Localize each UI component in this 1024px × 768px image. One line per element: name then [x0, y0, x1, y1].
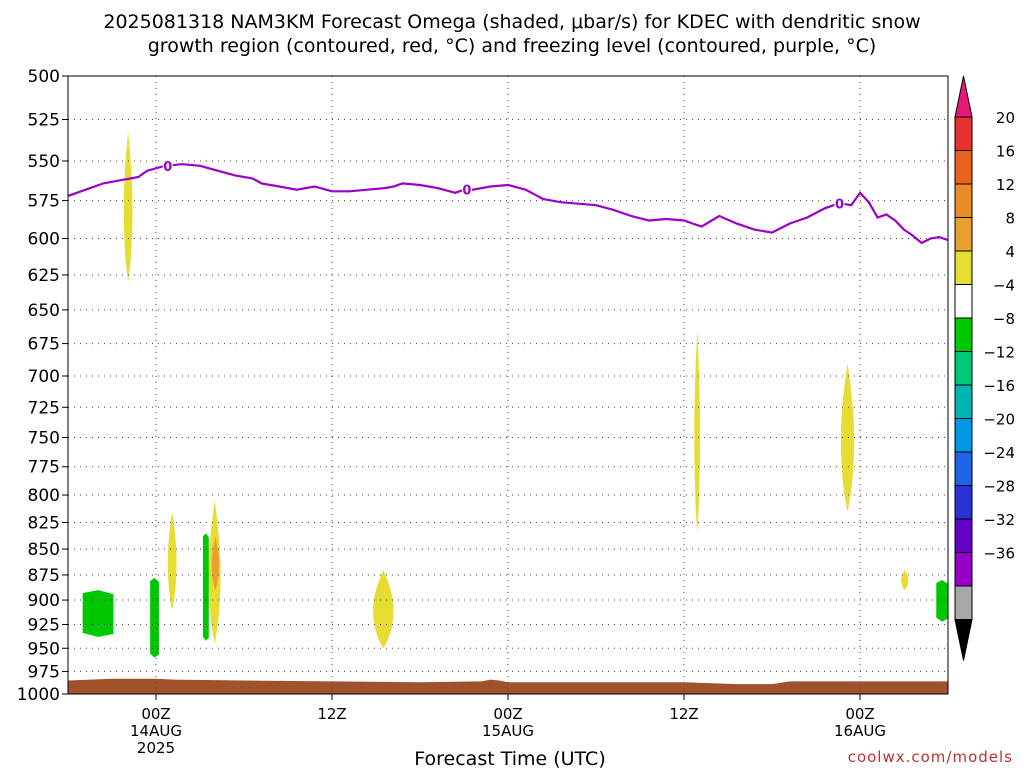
chart-title-line1: 2025081318 NAM3KM Forecast Omega (shaded… — [103, 11, 920, 33]
y-axis: 500 525 550 575 600 625 650 675 700 725 750 775 800 8… — [17, 67, 68, 705]
terrain-band — [68, 678, 948, 694]
plot-area: 0 0 0 — [67, 75, 949, 695]
omega-region-4 — [373, 569, 394, 649]
omega-region-9 — [150, 577, 159, 658]
omega-region-1 — [167, 511, 177, 610]
y-tick-label: 500 — [28, 67, 60, 87]
y-tick-label: 825 — [28, 513, 60, 533]
y-tick-label: 550 — [28, 152, 60, 172]
y-tick-label: 950 — [28, 639, 60, 659]
omega-region-11 — [936, 580, 948, 622]
colorbar-box — [954, 150, 973, 185]
colorbar-box — [954, 552, 973, 587]
y-tick-label: 525 — [28, 111, 60, 131]
omega-region-10 — [202, 533, 209, 641]
contour-label: 0 — [163, 160, 172, 175]
contour-label: 0 — [462, 184, 471, 199]
y-tick-label: 875 — [28, 566, 60, 586]
y-tick-label: 925 — [28, 615, 60, 635]
x-tick-label: 12Z — [317, 705, 346, 723]
contour-label-bg — [461, 181, 472, 196]
plot-frame — [67, 75, 949, 695]
colorbar-label: −32 — [983, 511, 1015, 529]
colorbar-label: −36 — [983, 545, 1015, 563]
x-tick-label: 16AUG — [834, 722, 886, 740]
x-tick-label: 14AUG — [130, 722, 182, 740]
colorbar-label: −8 — [993, 310, 1015, 328]
y-tick-label: 850 — [28, 540, 60, 560]
colorbar-label: 12 — [996, 176, 1015, 194]
omega-region-7 — [901, 569, 909, 591]
colorbar-box — [954, 217, 973, 252]
colorbar-label: −24 — [983, 444, 1015, 462]
x-tick-label: 2025 — [137, 739, 175, 757]
x-tick-label: 12Z — [669, 705, 698, 723]
colorbar-box — [954, 585, 973, 620]
y-tick-label: 1000 — [17, 685, 60, 705]
x-tick-label: 00Z — [845, 705, 874, 723]
colorbar: 20 16 12 8 4 −4 −8 −12 −16 −20 −24 −28 −32 −36 — [954, 75, 1015, 661]
y-tick-label: 775 — [28, 458, 60, 478]
x-tick-label: 00Z — [493, 705, 522, 723]
y-tick-label: 600 — [28, 230, 60, 250]
colorbar-box — [954, 384, 973, 419]
colorbar-box — [954, 116, 973, 151]
x-tick-label: 00Z — [141, 705, 170, 723]
contour-label-bg — [834, 195, 845, 210]
colorbar-box — [954, 518, 973, 553]
colorbar-box — [954, 284, 973, 319]
colorbar-label: 8 — [1005, 210, 1015, 228]
y-tick-label: 575 — [28, 192, 60, 212]
omega-region-5 — [694, 330, 701, 534]
colorbar-label: −4 — [993, 277, 1015, 295]
y-tick-label: 650 — [28, 301, 60, 321]
y-tick-label: 700 — [28, 367, 60, 387]
colorbar-bottom-arrow — [954, 619, 973, 661]
colorbar-box — [954, 250, 973, 285]
y-tick-label: 800 — [28, 486, 60, 506]
colorbar-top-arrow — [954, 75, 973, 118]
colorbar-box — [954, 418, 973, 453]
colorbar-label: 4 — [1005, 243, 1015, 261]
y-tick-label: 750 — [28, 429, 60, 449]
omega-region-3 — [211, 536, 220, 591]
colorbar-label: −12 — [983, 344, 1015, 362]
contour-label-bg — [162, 157, 173, 172]
colorbar-box — [954, 451, 973, 486]
colorbar-box — [954, 317, 973, 352]
colorbar-box — [954, 485, 973, 520]
credit-text: coolwx.com/models — [848, 748, 1013, 766]
contour-label: 0 — [835, 198, 844, 213]
omega-region-6 — [840, 363, 855, 512]
x-tick-label: 15AUG — [482, 722, 534, 740]
colorbar-label: 16 — [996, 143, 1015, 161]
omega-region-0 — [123, 131, 133, 283]
colorbar-label: −28 — [983, 478, 1015, 496]
omega-region-8 — [82, 590, 114, 637]
y-tick-label: 975 — [28, 662, 60, 682]
colorbar-box — [954, 351, 973, 386]
y-tick-label: 725 — [28, 398, 60, 418]
y-tick-label: 900 — [28, 591, 60, 611]
y-tick-label: 625 — [28, 266, 60, 286]
colorbar-label: −16 — [983, 377, 1015, 395]
y-tick-label: 675 — [28, 335, 60, 355]
colorbar-box — [954, 183, 973, 218]
colorbar-label: 20 — [996, 109, 1015, 127]
chart-title-line2: growth region (contoured, red, °C) and f… — [148, 35, 877, 57]
x-axis-label: Forecast Time (UTC) — [414, 748, 605, 768]
colorbar-label: −20 — [983, 411, 1015, 429]
freezing-level-line — [67, 163, 949, 245]
